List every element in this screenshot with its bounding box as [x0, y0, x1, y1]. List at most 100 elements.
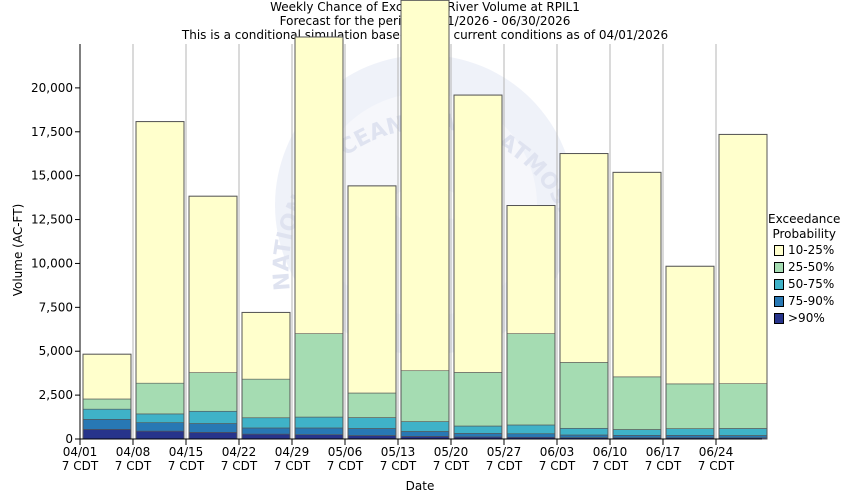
x-tick-label: 04/15 — [169, 445, 204, 459]
y-tick-label: 10,000 — [31, 256, 73, 270]
y-tick-label: 15,000 — [31, 169, 73, 183]
legend-title: Exceedance Probability — [768, 212, 840, 242]
x-tick-label: 05/06 — [328, 445, 363, 459]
legend-label: 50-75% — [788, 277, 835, 291]
legend-label: 25-50% — [788, 260, 835, 274]
bar-segment-5075-04-08 — [135, 413, 185, 423]
bar-segment-1025-05-06 — [347, 185, 397, 394]
bar-segment-5075-06-17 — [665, 428, 715, 436]
bar-segment-7590-04-29 — [294, 427, 344, 435]
bar-segment-1025-06-03 — [559, 153, 609, 363]
bar-segment-2550-06-10 — [612, 376, 662, 430]
legend-item: >90% — [770, 310, 840, 327]
x-axis-label: Date — [405, 479, 435, 493]
x-tick-sublabel: 7 CDT — [645, 459, 682, 473]
x-tick-label: 05/20 — [434, 445, 469, 459]
bar-segment-1025-06-17 — [665, 265, 715, 385]
y-tick-label: 5,000 — [39, 344, 73, 358]
legend-item: 75-90% — [770, 293, 840, 310]
x-tick-sublabel: 7 CDT — [486, 459, 523, 473]
x-tick-label: 05/13 — [381, 445, 416, 459]
legend-swatch — [774, 245, 784, 256]
x-tick-sublabel: 7 CDT — [168, 459, 205, 473]
bar-segment-2550-04-22 — [241, 378, 291, 419]
bar-segment-2550-04-01 — [82, 398, 132, 410]
axes — [79, 44, 762, 440]
bar-segment-90-04-01 — [82, 429, 132, 440]
x-tick-label: 04/22 — [222, 445, 257, 459]
bar-segment-1025-04-29 — [294, 36, 344, 334]
legend-item: 50-75% — [770, 276, 840, 293]
x-tick-sublabel: 7 CDT — [221, 459, 258, 473]
x-tick-sublabel: 7 CDT — [115, 459, 152, 473]
y-tick-label: 7,500 — [39, 300, 73, 314]
x-tick-sublabel: 7 CDT — [274, 459, 311, 473]
bar-segment-90-04-22 — [241, 433, 291, 440]
bar-segment-7590-04-01 — [82, 419, 132, 430]
bar-segment-1025-04-08 — [135, 121, 185, 384]
x-tick-label: 06/03 — [540, 445, 575, 459]
bar-segment-5075-05-06 — [347, 417, 397, 429]
bar-segment-5075-06-03 — [559, 427, 609, 436]
bar-segment-7590-06-10 — [612, 435, 662, 439]
bar-segment-7590-06-17 — [665, 435, 715, 439]
bar-segment-2550-04-08 — [135, 382, 185, 415]
y-tick-label: 17,500 — [31, 125, 73, 139]
legend-items: 10-25% 25-50% 50-75% 75-90% >90% — [770, 242, 840, 327]
bar-segment-5075-05-13 — [400, 421, 450, 432]
x-tick-label: 05/27 — [487, 445, 522, 459]
bar-segment-1025-06-24 — [718, 134, 768, 385]
bar-segment-90-05-06 — [347, 435, 397, 440]
bar-segment-1025-05-27 — [506, 205, 556, 334]
bar-segment-7590-06-03 — [559, 434, 609, 438]
legend: Exceedance Probability 10-25% 25-50% 50-75… — [768, 212, 840, 327]
bar-segment-5075-05-27 — [506, 424, 556, 435]
y-tick-label: 0 — [65, 432, 73, 446]
legend-swatch — [774, 296, 784, 307]
bar-segment-90-04-29 — [294, 434, 344, 440]
bar-segment-2550-06-24 — [718, 383, 768, 429]
bar-segment-2550-05-06 — [347, 392, 397, 418]
y-tick-labels: 0 2,500 5,000 7,500 10,000 12,500 15,000 17,500… — [31, 81, 80, 446]
bar-segment-1025-05-20 — [453, 94, 503, 373]
bar-segment-5075-05-20 — [453, 425, 503, 434]
legend-swatch — [774, 313, 784, 324]
bar-segment-1025-04-22 — [241, 312, 291, 380]
bar-segment-7590-05-06 — [347, 428, 397, 436]
bar-segment-5075-04-15 — [188, 410, 238, 424]
x-tick-sublabel: 7 CDT — [380, 459, 417, 473]
x-tick-sublabel: 7 CDT — [327, 459, 364, 473]
bar-segment-2550-05-20 — [453, 372, 503, 427]
bar-segment-7590-04-15 — [188, 423, 238, 433]
x-tick-sublabel: 7 CDT — [698, 459, 735, 473]
x-tick-label: 04/01 — [63, 445, 98, 459]
bar-segment-1025-04-15 — [188, 195, 238, 373]
bar-segment-7590-06-24 — [718, 435, 768, 439]
bar-segment-5075-04-01 — [82, 408, 132, 420]
bar-segment-2550-05-13 — [400, 370, 450, 422]
legend-title-line1: Exceedance — [768, 212, 841, 226]
bar-segment-2550-04-29 — [294, 333, 344, 418]
x-tick-label: 04/29 — [275, 445, 310, 459]
x-tick-sublabel: 7 CDT — [539, 459, 576, 473]
bar-segment-7590-05-13 — [400, 431, 450, 437]
bar-segment-1025-05-13 — [400, 0, 450, 372]
bar-segment-90-04-15 — [188, 432, 238, 440]
bar-segment-5075-06-24 — [718, 428, 768, 436]
y-tick-label: 2,500 — [39, 388, 73, 402]
bar-segment-2550-05-27 — [506, 333, 556, 426]
bar-segment-7590-04-08 — [135, 422, 185, 432]
bar-segment-5075-04-22 — [241, 417, 291, 429]
legend-item: 25-50% — [770, 259, 840, 276]
bar-segment-7590-05-27 — [506, 433, 556, 438]
legend-title-line2: Probability — [772, 227, 836, 241]
x-tick-label: 06/10 — [593, 445, 628, 459]
y-tick-label: 12,500 — [31, 213, 73, 227]
legend-label: 75-90% — [788, 294, 835, 308]
x-tick-label: 04/08 — [116, 445, 151, 459]
legend-item: 10-25% — [770, 242, 840, 259]
x-tick-label: 06/17 — [646, 445, 681, 459]
x-tick-sublabel: 7 CDT — [433, 459, 470, 473]
